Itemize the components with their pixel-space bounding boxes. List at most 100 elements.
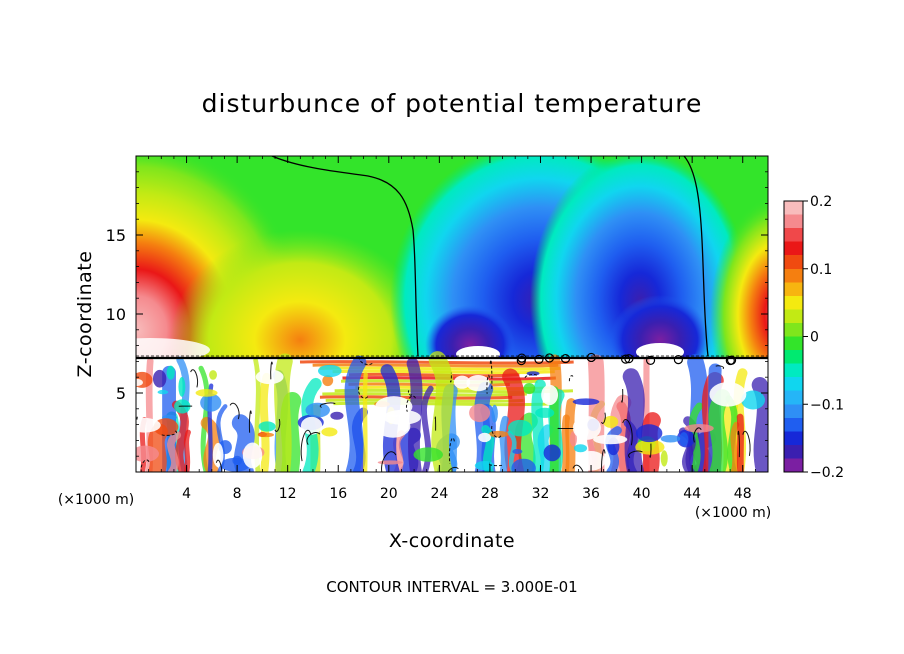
- turbulence-plume: [421, 385, 434, 472]
- contour-line: [491, 423, 502, 439]
- zero-contour-right: [683, 156, 709, 357]
- contour-line: [715, 365, 725, 370]
- contour-line: [628, 450, 643, 459]
- contour-line: [381, 451, 397, 472]
- contour-line: [161, 430, 177, 436]
- contour-line: [742, 430, 751, 456]
- deep-cool-core-1: [425, 305, 515, 358]
- turbulence-blob: [488, 430, 509, 438]
- turbulence-pocket: [255, 369, 284, 385]
- turbulence-blob: [511, 458, 536, 472]
- contour-line: [601, 412, 606, 424]
- contour-line: [229, 402, 240, 420]
- turbulence-plume: [610, 394, 632, 472]
- contour-line: [190, 369, 199, 388]
- turbulence-blob: [572, 398, 600, 406]
- contour-line: [448, 437, 455, 464]
- contour-line: [621, 388, 624, 403]
- turbulence-plume: [730, 421, 740, 472]
- y-unit-label: (×1000 m): [58, 492, 134, 508]
- colorbar-tick-label: 0.2: [810, 194, 832, 210]
- turbulence-blob: [523, 383, 536, 395]
- contour-line: [572, 464, 584, 472]
- turbulence-plume: [622, 368, 645, 472]
- turbulence-blob: [603, 415, 619, 428]
- turbulence-blob: [526, 371, 540, 376]
- turbulence-blob: [166, 365, 175, 380]
- colorbar: 0.2 0.1 0 −0.1 −0.2: [783, 194, 844, 481]
- contour-line: [601, 449, 606, 472]
- turbulence-blob: [635, 424, 663, 443]
- turbulence-blob: [660, 434, 681, 443]
- warm-anomaly-right: [710, 196, 768, 358]
- turbulence-pocket: [136, 417, 161, 433]
- lower-turbulent-region: [136, 351, 768, 472]
- contour-ring: [534, 354, 544, 364]
- contour-line: [568, 375, 574, 383]
- turbulence-pocket: [375, 414, 411, 438]
- x-tick-label-40: 40: [633, 486, 651, 502]
- contour-line: [358, 385, 369, 399]
- turbulence-pocket: [466, 375, 490, 392]
- turbulence-blob: [543, 444, 561, 462]
- turbulence-plume: [531, 379, 546, 472]
- turbulence-blob: [569, 431, 577, 447]
- turbulence-blob: [178, 376, 186, 397]
- turbulence-plume: [708, 389, 731, 472]
- y-axis: 5 10 15: [106, 171, 768, 457]
- contour-ring: [725, 355, 735, 366]
- contour-line: [358, 354, 373, 366]
- contour-line: [306, 432, 321, 445]
- contour-line: [447, 466, 459, 472]
- contour-ring: [621, 354, 631, 364]
- deep-cool-core-2: [610, 295, 710, 358]
- contour-line: [489, 359, 493, 389]
- colorbar-tick-label: −0.2: [810, 465, 844, 481]
- turbulence-plume: [183, 429, 191, 472]
- y-tick-label-5: 5: [116, 384, 126, 403]
- turbulence-plume: [259, 372, 271, 472]
- colorbar-fill: [784, 201, 803, 472]
- turbulence-blob: [469, 403, 491, 423]
- turbulence-pocket: [453, 375, 471, 389]
- turbulence-pocket: [576, 450, 606, 471]
- contour-line: [270, 361, 273, 380]
- contour-line: [486, 374, 490, 394]
- white-cap-left: [136, 338, 210, 358]
- turbulence-plume: [736, 413, 745, 472]
- x-tick-label-16: 16: [329, 486, 347, 502]
- turbulence-blob: [660, 450, 668, 467]
- turbulence-pocket: [212, 442, 224, 468]
- turbulence-blob: [152, 369, 167, 388]
- turbulence-blob: [741, 390, 765, 410]
- turbulence-pocket: [375, 396, 413, 417]
- turbulence-pocket: [541, 384, 559, 406]
- contour-line: [737, 430, 740, 458]
- x-unit-label: (×1000 m): [695, 505, 771, 521]
- turbulence-blob: [232, 455, 243, 466]
- turbulence-blob: [679, 432, 689, 447]
- turbulence-blob: [136, 445, 159, 462]
- contour-line: [215, 459, 223, 472]
- contour-line: [524, 374, 538, 380]
- white-cap-right: [636, 343, 684, 358]
- x-axis-label: X-coordinate: [389, 530, 515, 552]
- turbulence-blob: [507, 419, 533, 437]
- turbulence-blob: [317, 364, 342, 378]
- x-tick-label-8: 8: [233, 486, 242, 502]
- turbulence-plume: [499, 415, 509, 472]
- turbulence-plume: [564, 398, 577, 472]
- turbulence-plume: [362, 372, 368, 472]
- turbulence-blob: [195, 389, 218, 397]
- turbulence-pocket: [593, 434, 628, 445]
- y-tick-label-10: 10: [106, 305, 126, 324]
- turbulence-plume: [274, 353, 293, 472]
- contour-ring: [516, 356, 526, 366]
- x-axis: 4 8 12 16 20 24 28 32 36 40 44 48: [148, 156, 756, 502]
- turbulence-blob: [257, 432, 274, 438]
- turbulence-blob: [209, 370, 218, 380]
- turbulence-blob: [535, 407, 555, 418]
- zero-contour-left: [271, 156, 419, 357]
- turbulence-blob: [573, 444, 588, 453]
- contour-interval-note: CONTOUR INTERVAL = 3.000E-01: [326, 578, 577, 596]
